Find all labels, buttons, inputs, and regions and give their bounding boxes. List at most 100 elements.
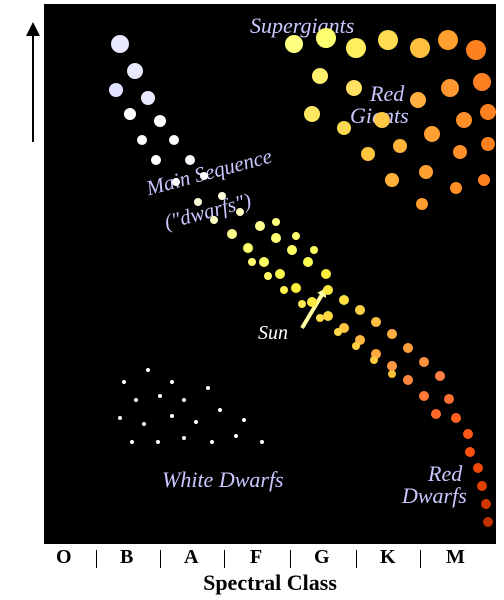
region-label: Red — [428, 462, 462, 485]
x-tick-G: G — [314, 546, 330, 569]
star-point — [264, 272, 272, 280]
star-point — [137, 135, 147, 145]
x-tick-separator — [224, 550, 225, 568]
star-point — [127, 63, 143, 79]
star-point — [307, 297, 317, 307]
x-axis-label-text: Spectral Class — [203, 570, 337, 595]
star-point — [463, 429, 473, 439]
x-tick-B: B — [120, 546, 133, 569]
star-point — [416, 198, 428, 210]
star-point — [170, 380, 174, 384]
star-point — [141, 91, 155, 105]
star-point — [346, 38, 366, 58]
star-point — [480, 104, 496, 120]
star-point — [316, 28, 336, 48]
star-point — [124, 108, 136, 120]
star-point — [481, 137, 495, 151]
region-label: Red — [370, 82, 404, 105]
star-point — [483, 517, 493, 527]
star-point — [473, 463, 483, 473]
star-point — [346, 80, 362, 96]
star-point — [172, 178, 180, 186]
star-point — [339, 295, 349, 305]
star-point — [355, 305, 365, 315]
star-point — [285, 35, 303, 53]
star-point — [210, 440, 214, 444]
star-point — [410, 92, 426, 108]
star-point — [393, 139, 407, 153]
star-point — [275, 269, 285, 279]
y-axis-arrow-line — [32, 30, 34, 142]
star-point — [111, 35, 129, 53]
star-point — [156, 440, 160, 444]
hr-diagram-figure: Luminosity Spectral Class OBAFGKM Superg… — [0, 0, 504, 600]
star-point — [298, 300, 306, 308]
star-point — [185, 155, 195, 165]
star-point — [170, 414, 174, 418]
x-tick-A: A — [184, 546, 198, 569]
star-point — [118, 416, 122, 420]
star-point — [473, 73, 491, 91]
star-point — [146, 368, 150, 372]
star-point — [169, 135, 179, 145]
x-tick-K: K — [380, 546, 396, 569]
star-point — [435, 371, 445, 381]
star-point — [134, 398, 138, 402]
star-point — [194, 198, 202, 206]
star-point — [361, 147, 375, 161]
y-axis-label-text: Luminosity — [49, 229, 74, 337]
star-point — [242, 418, 246, 422]
star-point — [370, 356, 378, 364]
x-tick-separator — [160, 550, 161, 568]
star-point — [272, 218, 280, 226]
star-point — [280, 286, 288, 294]
x-tick-separator — [420, 550, 421, 568]
star-point — [122, 380, 126, 384]
star-point — [303, 257, 313, 267]
star-point — [431, 409, 441, 419]
star-point — [321, 269, 331, 279]
star-point — [206, 386, 210, 390]
sun-label-text: Sun — [258, 322, 288, 344]
star-point — [451, 413, 461, 423]
star-point — [194, 420, 198, 424]
x-tick-F: F — [250, 546, 262, 569]
star-point — [410, 38, 430, 58]
star-point — [316, 314, 324, 322]
star-point — [419, 165, 433, 179]
star-point — [352, 342, 360, 350]
star-point — [478, 174, 490, 186]
star-point — [453, 145, 467, 159]
star-point — [444, 394, 454, 404]
star-point — [151, 155, 161, 165]
region-label: Supergiants — [250, 14, 354, 37]
star-point — [236, 208, 244, 216]
star-point — [419, 357, 429, 367]
star-point — [260, 440, 264, 444]
star-point — [387, 329, 397, 339]
x-tick-separator — [96, 550, 97, 568]
star-point — [304, 106, 320, 122]
star-point — [450, 182, 462, 194]
star-point — [109, 83, 123, 97]
star-point — [419, 391, 429, 401]
star-point — [424, 126, 440, 142]
star-point — [403, 375, 413, 385]
star-point — [292, 232, 300, 240]
star-point — [310, 246, 318, 254]
star-point — [271, 233, 281, 243]
x-tick-O: O — [56, 546, 72, 569]
x-tick-separator — [356, 550, 357, 568]
star-point — [243, 243, 253, 253]
star-point — [200, 172, 208, 180]
star-point — [255, 221, 265, 231]
star-point — [259, 257, 269, 267]
star-point — [378, 30, 398, 50]
star-point — [248, 258, 256, 266]
star-point — [477, 481, 487, 491]
star-point — [218, 408, 222, 412]
star-point — [385, 173, 399, 187]
star-point — [334, 328, 342, 336]
star-point — [371, 317, 381, 327]
star-point — [323, 311, 333, 321]
